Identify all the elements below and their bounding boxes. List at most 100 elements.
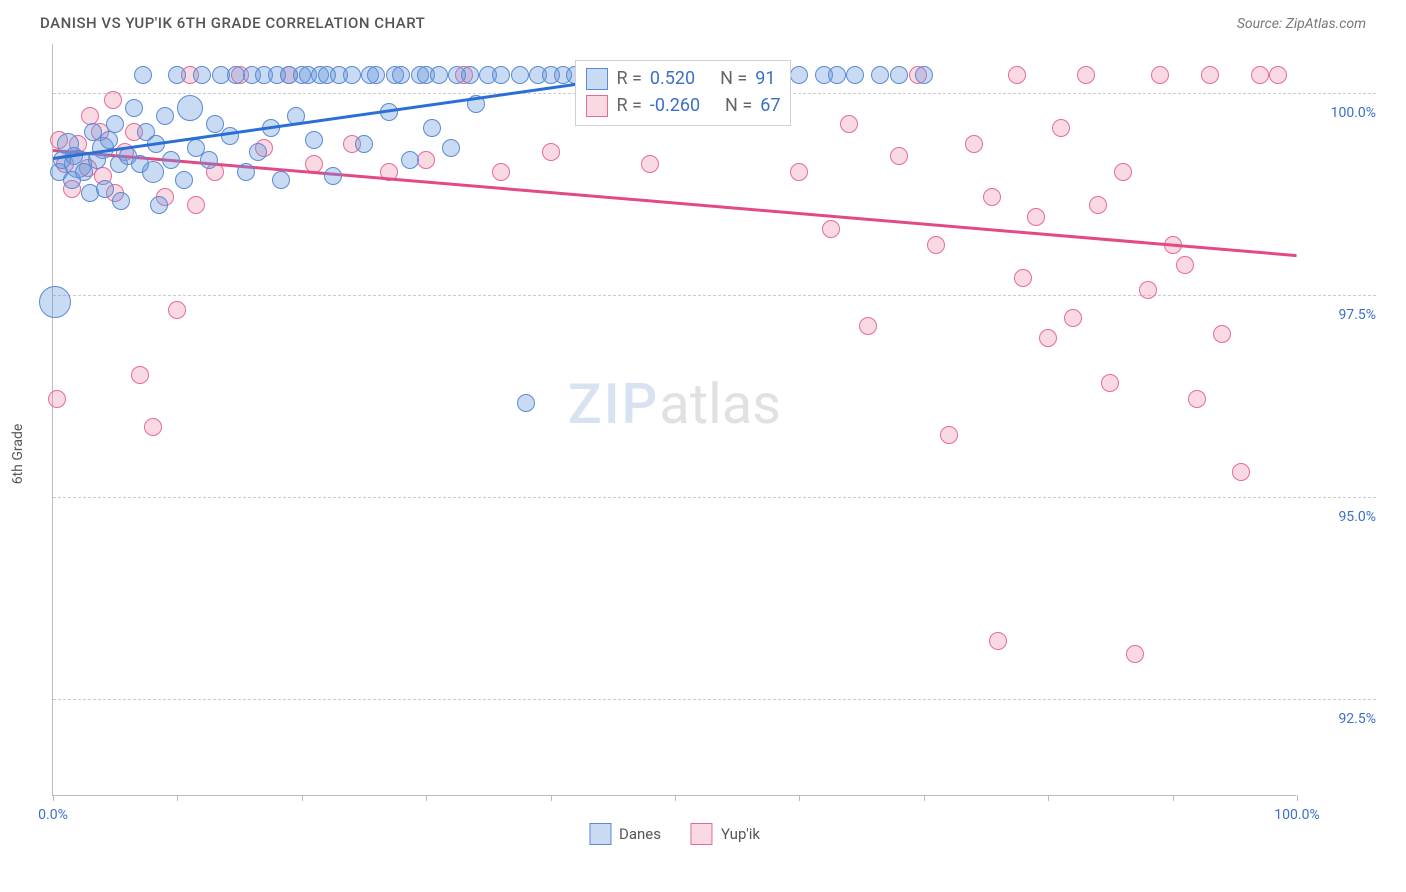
data-point-danes [156,107,174,125]
r-label: R = [616,65,641,92]
chart-source: Source: ZipAtlas.com [1237,16,1366,32]
data-point-danes [846,66,864,84]
x-tick [1173,795,1174,801]
data-point-yupik [1077,66,1095,84]
data-point-yupik [790,163,808,181]
data-point-yupik [48,390,66,408]
chart-header: DANISH VS YUP'IK 6TH GRADE CORRELATION C… [10,10,1396,36]
x-tick [302,795,303,801]
plot-area: ZIPatlas Danes Yup'ik 100.0%97.5%95.0%92… [52,44,1296,796]
chart-title: DANISH VS YUP'IK 6TH GRADE CORRELATION C… [40,14,425,32]
data-point-yupik [542,143,560,161]
data-point-yupik [940,426,958,444]
y-tick-label: 100.0% [1306,105,1376,121]
x-tick-label: 0.0% [38,807,68,823]
data-point-yupik [641,155,659,173]
data-point-yupik [1176,256,1194,274]
data-point-yupik [1027,208,1045,226]
x-tick [1297,795,1298,801]
data-point-yupik [1213,325,1231,343]
gridline [53,295,1376,296]
data-point-danes [324,167,342,185]
data-point-yupik [989,632,1007,650]
data-point-danes [890,66,908,84]
y-tick-label: 97.5% [1306,307,1376,323]
data-point-danes [221,127,239,145]
data-point-danes [430,66,448,84]
data-point-danes [175,171,193,189]
legend-swatch-danes [589,823,611,845]
stats-row-yupik: R =-0.260 N =67 [586,92,780,119]
data-point-danes [237,163,255,181]
data-point-danes [355,135,373,153]
n-label: N = [720,65,747,92]
data-point-danes [39,286,71,318]
data-point-danes [915,66,933,84]
data-point-yupik [1151,66,1169,84]
data-point-danes [517,394,535,412]
data-point-yupik [983,188,1001,206]
data-point-danes [401,151,419,169]
stats-box: R = 0.520 N = 91R =-0.260 N =67 [575,60,791,126]
data-point-yupik [890,147,908,165]
stats-row-danes: R = 0.520 N = 91 [586,65,780,92]
data-point-yupik [1089,196,1107,214]
data-point-yupik [1201,66,1219,84]
y-tick-label: 92.5% [1306,711,1376,727]
y-axis-label: 6th Grade [10,424,26,485]
x-tick [1048,795,1049,801]
data-point-yupik [144,418,162,436]
data-point-danes [272,171,290,189]
data-point-yupik [840,115,858,133]
data-point-yupik [131,366,149,384]
x-tick [675,795,676,801]
data-point-yupik [1188,390,1206,408]
data-point-danes [112,192,130,210]
legend-item-yupik: Yup'ik [691,823,760,845]
data-point-danes [511,66,529,84]
watermark: ZIPatlas [568,371,781,437]
n-value-danes: 91 [755,65,775,92]
x-tick [799,795,800,801]
r-label: R = [616,92,641,119]
data-point-yupik [168,301,186,319]
data-point-yupik [1101,374,1119,392]
watermark-part1: ZIP [568,371,659,437]
data-point-danes [168,66,186,84]
x-tick [924,795,925,801]
watermark-part2: atlas [659,371,781,437]
data-point-danes [150,196,168,214]
x-tick-label: 100.0% [1274,807,1319,823]
data-point-yupik [187,196,205,214]
data-point-danes [442,139,460,157]
r-value-danes: 0.520 [650,65,695,92]
legend-label-danes: Danes [619,825,661,843]
chart-container: 6th Grade ZIPatlas Danes Yup'ik 100.0%97… [10,36,1396,856]
x-tick [426,795,427,801]
data-point-danes [367,66,385,84]
data-point-danes [200,151,218,169]
data-point-yupik [965,135,983,153]
data-point-yupik [1232,463,1250,481]
stats-swatch-yupik [586,95,608,117]
x-tick [53,795,54,801]
data-point-yupik [1269,66,1287,84]
data-point-danes [392,66,410,84]
data-point-danes [142,161,164,183]
data-point-danes [492,66,510,84]
data-point-yupik [104,91,122,109]
data-point-yupik [492,163,510,181]
data-point-danes [134,66,152,84]
x-tick [177,795,178,801]
data-point-yupik [859,317,877,335]
data-point-yupik [1126,645,1144,663]
n-value-yupik: 67 [760,92,780,119]
data-point-yupik [1251,66,1269,84]
data-point-yupik [822,220,840,238]
data-point-danes [206,115,224,133]
data-point-danes [461,66,479,84]
data-point-danes [100,131,118,149]
data-point-danes [177,95,203,121]
data-point-danes [423,119,441,137]
data-point-danes [106,115,124,133]
